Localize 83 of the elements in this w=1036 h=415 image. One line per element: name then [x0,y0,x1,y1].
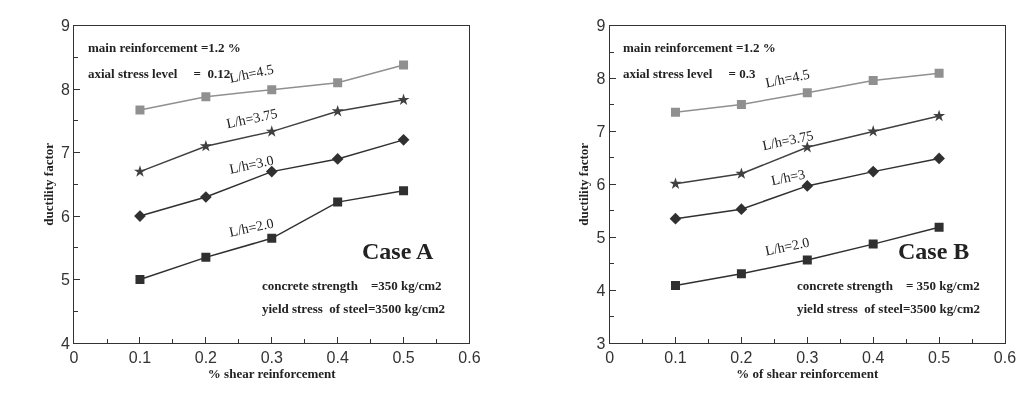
point [736,269,746,279]
point [736,99,746,109]
x-tick-label: 0.2 [194,349,218,367]
point [399,186,409,196]
point [735,167,748,179]
annotation: main reinforcement =1.2 % [623,40,776,55]
text: L/h=3 [769,166,807,189]
x-axis-title: % shear reinforcement [207,366,337,382]
annotation: axial stress level = 0.3 [623,66,756,81]
text: L/h=2.0 [763,234,811,259]
point [933,109,946,122]
point [868,76,878,86]
y-tick-label: 8 [60,80,70,98]
point [670,280,680,290]
y-tick-label: 6 [60,207,70,225]
y-tick-label: 8 [596,70,606,88]
y-tick-label: 3 [596,334,606,352]
x-tick-label: 0.5 [392,349,415,367]
annotation: yield stress of steel=3500 kg/cm2 [262,301,446,316]
text: L/h=3.75 [761,127,815,154]
y-tick-label: 9 [596,17,606,35]
point [934,222,944,232]
point [200,191,212,203]
point [802,255,812,265]
x-tick-label: 0.4 [862,349,885,367]
annotation: axial stress level = 0.12 [88,66,231,81]
point [135,275,145,285]
x-tick-label: 0.1 [128,349,152,367]
point [333,197,343,207]
y-tick-label: 7 [60,144,70,162]
annotation: Case B [898,238,970,264]
point [201,252,211,262]
y-tick-label: 7 [596,123,606,140]
annotation: concrete strength = 350 kg/cm2 [797,278,980,293]
x-tick-label: 0.4 [326,349,349,367]
x-tick-label: 0.2 [730,349,753,367]
annotation: concrete strength =350 kg/cm2 [262,278,442,293]
point [397,93,410,105]
x-tick-label: 0.3 [796,349,819,367]
point [331,153,344,165]
point [133,165,146,177]
text: L/h=4.5 [228,61,275,86]
x-tick-label: 0 [605,349,615,367]
x-tick-label: 0.1 [664,349,687,367]
y-tick-label: 5 [596,228,606,246]
annotation: yield stress of steel=3500 kg/cm2 [797,301,981,316]
x-tick-label: 0.5 [927,349,951,367]
point [333,78,343,88]
y-tick-label: 4 [60,334,70,352]
point [934,68,944,78]
y-tick-label: 5 [60,271,70,289]
point [802,88,812,98]
point [201,92,211,102]
point [933,152,945,165]
point [331,104,344,117]
point [267,85,277,95]
text: L/h=3.0 [227,152,275,177]
point [669,177,682,189]
x-tick-label: 0 [69,349,79,367]
point [867,125,880,137]
text: L/h=2.0 [227,215,275,240]
x-tick-label: 0.6 [993,349,1017,367]
text: L/h=3.75 [224,105,279,132]
x-tick-label: 0.6 [458,349,481,367]
x-axis-title: % of shear reinforcement [736,366,879,382]
annotation: main reinforcement =1.2 % [88,40,241,55]
text: L/h=4.5 [763,66,811,91]
y-tick-label: 6 [596,175,606,193]
point [867,165,880,178]
point [199,139,212,152]
point [868,239,878,249]
point [135,105,145,115]
point [399,60,409,70]
point [669,212,682,225]
point [670,107,680,117]
y-tick-label: 9 [60,17,70,35]
x-tick-label: 0.3 [260,349,283,367]
y-tick-label: 4 [596,281,606,299]
point [397,134,410,146]
y-axis-title: ductility factor [576,142,592,226]
y-axis-title: ductility factor [40,142,56,226]
point [735,203,748,216]
annotation: Case A [362,238,434,264]
